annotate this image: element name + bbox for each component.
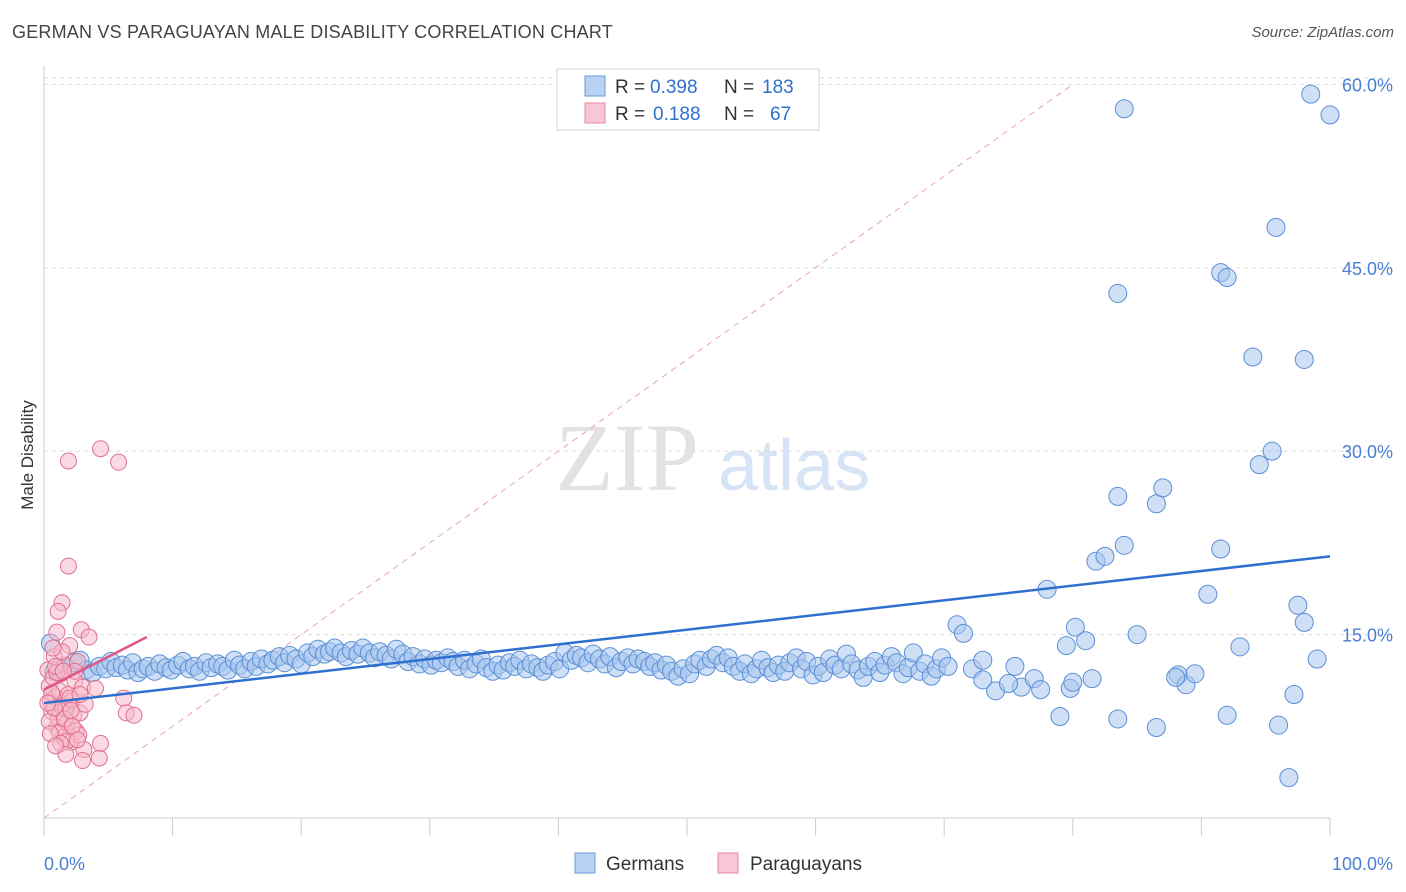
bottom-legend-label-german: Germans — [606, 854, 684, 875]
paraguayan-point-53 — [68, 731, 86, 749]
paraguayan-point-54 — [74, 752, 92, 770]
german-point-196 — [1288, 595, 1308, 615]
paraguayan-point-59 — [125, 706, 143, 724]
german-point-163 — [973, 650, 993, 670]
german-point-188 — [1262, 441, 1282, 461]
paraguayan-trend-line — [43, 635, 148, 691]
trend-lines — [43, 555, 1331, 705]
german-point-207 — [999, 673, 1018, 693]
y-tick-label-1: 30.0% — [1342, 442, 1393, 462]
german-point-183 — [1211, 539, 1231, 559]
german-point-159 — [938, 656, 958, 676]
paraguayan-point-56 — [92, 734, 110, 752]
x-tick-labels: 0.0% 100.0% — [44, 854, 1393, 874]
german-point-195 — [1114, 99, 1134, 119]
german-point-170 — [1065, 617, 1085, 637]
y-tick-label-2: 45.0% — [1342, 259, 1393, 279]
paraguayan-point-42 — [110, 453, 128, 471]
bottom-legend-swatch-paraguayan — [717, 852, 739, 874]
german-point-197 — [1294, 612, 1314, 632]
german-point-178 — [1153, 478, 1173, 498]
german-point-190 — [1217, 268, 1237, 288]
chart-title: GERMAN VS PARAGUAYAN MALE DISABILITY COR… — [12, 22, 613, 42]
german-point-192 — [1294, 349, 1314, 369]
x-tick-label-min: 0.0% — [44, 854, 85, 874]
paraguayan-point-55 — [90, 749, 108, 767]
bottom-legend: Germans Paraguayans — [574, 852, 862, 875]
german-point-205 — [1217, 705, 1237, 725]
german-point-191 — [1266, 217, 1286, 237]
paraguayan-point-60 — [86, 679, 104, 697]
german-point-186 — [1243, 347, 1263, 367]
paraguayan-point-43 — [59, 557, 77, 575]
german-point-171 — [1076, 631, 1096, 651]
legend-n-value-german: 183 — [762, 77, 794, 98]
legend: R = 0.398 N = 183 R = 0.188 N = 67 — [556, 68, 820, 131]
german-point-175 — [1114, 535, 1134, 555]
y-tick-label-3: 60.0% — [1342, 75, 1393, 95]
german-point-177 — [1146, 494, 1166, 514]
german-point-198 — [1307, 649, 1327, 669]
reference-dashed-line — [43, 83, 1074, 819]
german-point-174 — [1108, 486, 1128, 506]
bottom-legend-label-paraguayan: Paraguayans — [750, 854, 862, 875]
german-point-201 — [1279, 768, 1299, 788]
german-point-193 — [1320, 105, 1340, 125]
german-point-182 — [1198, 584, 1218, 604]
paraguayan-point-61 — [48, 623, 66, 641]
legend-n-label-german: N = — [724, 77, 754, 98]
german-point-184 — [1230, 637, 1250, 657]
legend-swatch-german — [584, 75, 606, 97]
legend-r-value-paraguayan: 0.188 — [653, 104, 701, 125]
watermark: ZIP atlas — [555, 404, 870, 511]
reference-line — [43, 83, 1074, 819]
german-point-153 — [903, 643, 923, 663]
legend-r-label-german: R = — [615, 77, 645, 98]
german-trend-line — [43, 555, 1331, 705]
y-tick-label-0: 15.0% — [1342, 626, 1393, 646]
german-point-169 — [1056, 636, 1076, 656]
german-points — [40, 84, 1340, 788]
german-point-181 — [1185, 664, 1205, 684]
gridlines — [44, 77, 1393, 636]
german-point-211 — [1063, 672, 1083, 692]
german-point-212 — [1166, 667, 1186, 687]
german-point-200 — [1284, 685, 1304, 705]
german-point-208 — [1031, 680, 1051, 700]
german-point-165 — [1005, 656, 1025, 676]
paraguayan-points — [39, 440, 143, 770]
paraguayan-point-62 — [44, 639, 62, 657]
legend-n-value-paraguayan: 67 — [770, 104, 791, 125]
legend-swatch-paraguayan — [584, 102, 606, 124]
german-point-194 — [1301, 84, 1321, 104]
german-point-199 — [1269, 715, 1289, 735]
german-point-185 — [1108, 283, 1128, 303]
german-point-204 — [1146, 718, 1166, 738]
german-point-202 — [1050, 707, 1070, 727]
paraguayan-point-46 — [80, 628, 98, 646]
german-point-206 — [973, 670, 993, 690]
german-point-161 — [953, 623, 973, 643]
german-point-176 — [1127, 625, 1147, 645]
legend-n-label-paraguayan: N = — [724, 104, 754, 125]
x-tick-label-max: 100.0% — [1332, 854, 1393, 874]
watermark-atlas: atlas — [718, 426, 870, 506]
german-point-187 — [1249, 455, 1269, 475]
bottom-legend-swatch-german — [574, 852, 596, 874]
paraguayan-point-40 — [59, 452, 77, 470]
y-tick-labels: 15.0% 30.0% 45.0% 60.0% — [1342, 75, 1393, 645]
source-label: Source: ZipAtlas.com — [1251, 24, 1394, 41]
paraguayan-point-45 — [49, 602, 67, 620]
paraguayan-point-64 — [62, 701, 80, 719]
paraguayan-point-65 — [47, 737, 65, 755]
german-point-210 — [1082, 669, 1102, 689]
legend-r-label-paraguayan: R = — [615, 104, 645, 125]
legend-r-value-german: 0.398 — [650, 77, 698, 98]
watermark-zip: ZIP — [555, 404, 699, 511]
german-point-203 — [1108, 709, 1128, 729]
paraguayan-point-41 — [92, 440, 110, 458]
german-point-173 — [1095, 546, 1115, 566]
